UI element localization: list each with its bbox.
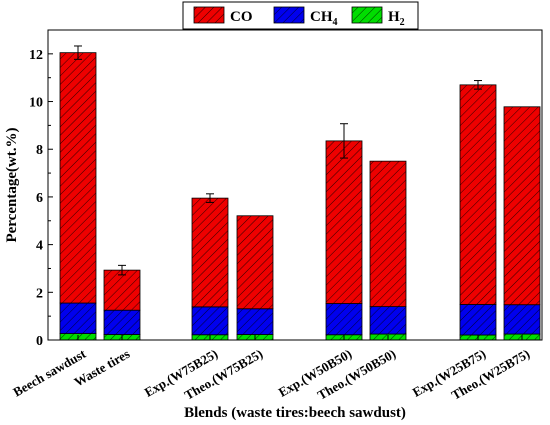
y-axis: 0 2 4 6 8 10 12 bbox=[29, 48, 53, 349]
y-tick-label: 10 bbox=[29, 96, 43, 111]
error-bars-group bbox=[74, 45, 482, 276]
bar-hatch-co-3 bbox=[192, 198, 228, 307]
y-tick-label: 2 bbox=[36, 286, 43, 301]
chart-legend: CO CH4 H2 bbox=[182, 1, 419, 30]
bar-hatch-ch4-1 bbox=[60, 303, 96, 334]
legend-label-co: CO bbox=[230, 9, 253, 25]
bar-hatch-co-1 bbox=[60, 52, 96, 304]
legend-subscript-h2: 2 bbox=[400, 17, 405, 28]
x-tick-label: Exp.(W75B25) bbox=[142, 346, 221, 400]
y-tick-label: 0 bbox=[36, 334, 43, 349]
bar-hatch-ch4-7 bbox=[460, 304, 496, 335]
bar-hatch-co-2 bbox=[104, 270, 140, 311]
bar-hatch-ch4-5 bbox=[326, 303, 362, 335]
bar-hatch-ch4-3 bbox=[192, 306, 228, 335]
bar-hatch-ch4-4 bbox=[237, 308, 273, 335]
legend-swatch-hatch-h2 bbox=[352, 7, 382, 23]
y-axis-label: Percentage(wt.%) bbox=[4, 127, 20, 242]
bars-group bbox=[59, 52, 541, 341]
bar-hatch-ch4-2 bbox=[104, 310, 140, 335]
legend-subscript-ch4: 4 bbox=[333, 17, 338, 28]
bar-hatch-co-8 bbox=[504, 106, 540, 305]
bar-hatch-co-4 bbox=[237, 215, 273, 309]
legend-swatch-hatch-co bbox=[194, 7, 224, 23]
legend-swatch-hatch-ch4 bbox=[274, 7, 304, 23]
x-tick-label: Theo.(W75B25) bbox=[182, 346, 265, 403]
bar-hatch-co-6 bbox=[370, 161, 406, 307]
y-tick-label: 6 bbox=[36, 191, 43, 206]
bar-hatch-ch4-8 bbox=[504, 304, 540, 335]
bar-hatch-co-5 bbox=[326, 140, 362, 304]
y-tick-label: 8 bbox=[36, 143, 43, 158]
bar-hatch-ch4-6 bbox=[370, 306, 406, 335]
plot-frame bbox=[47, 29, 543, 341]
legend-label-ch4: CH4 bbox=[310, 9, 338, 28]
x-axis-label: Blends (waste tires:beech sawdust) bbox=[184, 405, 406, 421]
y-tick-label: 4 bbox=[36, 239, 43, 254]
y-tick-label: 12 bbox=[29, 48, 43, 63]
bar-hatch-co-7 bbox=[460, 84, 496, 305]
